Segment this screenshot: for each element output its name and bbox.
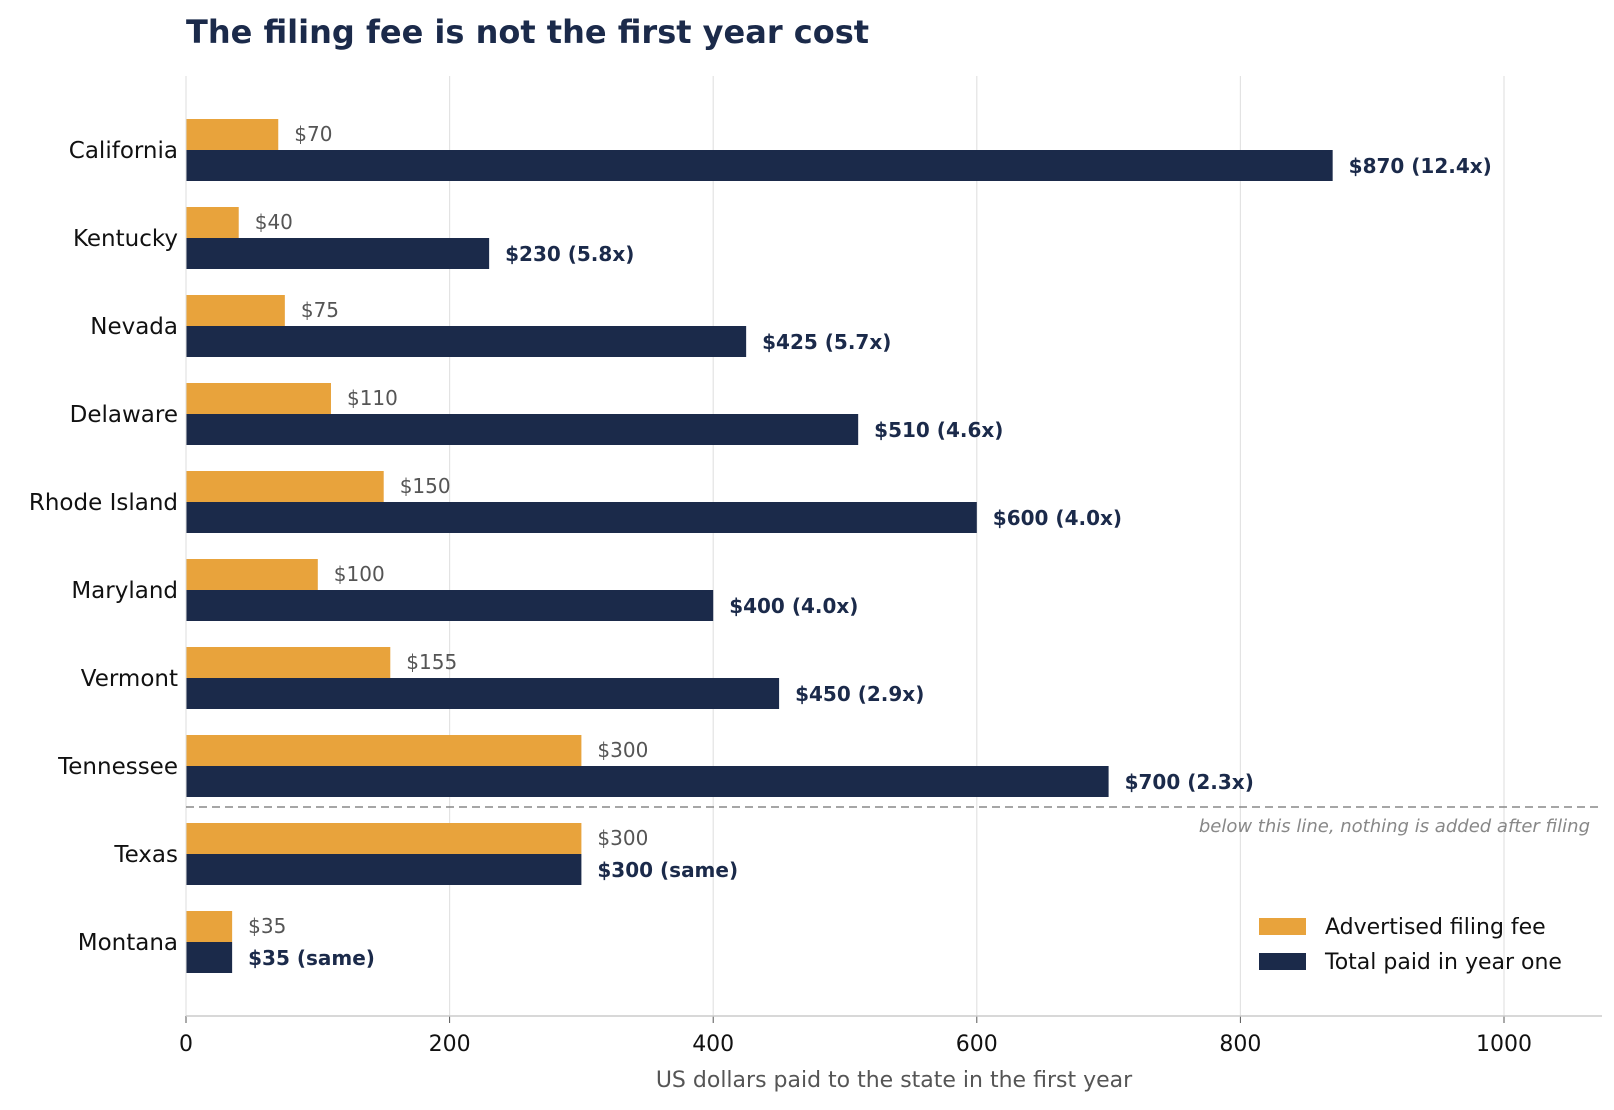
total-bar: [186, 590, 714, 621]
fee-bar: [186, 119, 279, 150]
fee-bar: [186, 295, 285, 326]
category-label: Delaware: [70, 402, 178, 428]
category-label: Maryland: [71, 578, 178, 604]
data-labels: $70 $870 (12.4x) $40 $230 (5.8x) $75 $425 (5.…: [248, 122, 1492, 970]
total-value-label: $230 (5.8x): [505, 242, 634, 266]
x-axis: 0 200 400 600 800 1000: [179, 76, 1602, 1057]
total-value-label: $600 (4.0x): [993, 506, 1122, 530]
category-label: Rhode Island: [29, 490, 178, 516]
legend-label: Total paid in year one: [1324, 950, 1562, 975]
fee-value-label: $110: [347, 386, 398, 410]
fee-value-label: $150: [400, 474, 451, 498]
divider: below this line, nothing is added after …: [186, 806, 1602, 837]
x-tick-label: 1000: [1476, 1032, 1532, 1057]
fee-value-label: $75: [301, 298, 339, 322]
category-label: Montana: [78, 930, 178, 956]
bars: [186, 119, 1333, 973]
x-tick-label: 800: [1219, 1032, 1261, 1057]
total-bar: [186, 766, 1109, 797]
fee-bar: [186, 911, 233, 942]
x-tick-label: 0: [179, 1032, 193, 1057]
fee-value-label: $35: [248, 914, 286, 938]
total-value-label: $425 (5.7x): [762, 330, 891, 354]
total-value-label: $870 (12.4x): [1349, 154, 1492, 178]
fee-value-label: $155: [406, 650, 457, 674]
fee-value-label: $40: [255, 210, 293, 234]
fee-bar: [186, 207, 239, 238]
category-label: Kentucky: [73, 226, 178, 252]
total-value-label: $510 (4.6x): [874, 418, 1003, 442]
total-bar: [186, 326, 747, 357]
fee-value-label: $300: [597, 826, 648, 850]
total-value-label: $35 (same): [248, 946, 375, 970]
legend-label: Advertised filing fee: [1325, 915, 1546, 940]
fee-bar: [186, 735, 582, 766]
total-bar: [186, 942, 233, 973]
total-value-label: $400 (4.0x): [729, 594, 858, 618]
category-label: Vermont: [81, 666, 178, 692]
fee-bar: [186, 383, 331, 414]
fee-value-label: $300: [597, 738, 648, 762]
total-bar: [186, 414, 859, 445]
chart-title: The filing fee is not the first year cos…: [186, 13, 869, 51]
category-label: Nevada: [90, 314, 178, 340]
legend-swatch: [1259, 953, 1306, 970]
total-bar: [186, 150, 1333, 181]
legend-swatch: [1259, 918, 1306, 935]
divider-note: below this line, nothing is added after …: [1199, 816, 1590, 837]
fee-value-label: $70: [294, 122, 332, 146]
x-tick-label: 600: [956, 1032, 998, 1057]
fee-value-label: $100: [334, 562, 385, 586]
total-value-label: $450 (2.9x): [795, 682, 924, 706]
y-axis-categories: California Kentucky Nevada Delaware Rhode Is…: [29, 138, 178, 956]
legend: Advertised filing fee Total paid in year …: [1259, 915, 1562, 975]
fee-bar: [186, 647, 391, 678]
total-value-label: $700 (2.3x): [1125, 770, 1254, 794]
total-bar: [186, 238, 490, 269]
fee-bar: [186, 559, 318, 590]
category-label: Texas: [113, 842, 178, 868]
category-label: California: [69, 138, 178, 164]
x-axis-label: US dollars paid to the state in the firs…: [656, 1068, 1133, 1093]
x-tick-label: 400: [692, 1032, 734, 1057]
total-bar: [186, 678, 780, 709]
x-tick-label: 200: [429, 1032, 471, 1057]
total-value-label: $300 (same): [597, 858, 738, 882]
category-label: Tennessee: [57, 754, 178, 780]
total-bar: [186, 854, 582, 885]
fee-bar: [186, 471, 384, 502]
total-bar: [186, 502, 977, 533]
fee-bar: [186, 823, 582, 854]
